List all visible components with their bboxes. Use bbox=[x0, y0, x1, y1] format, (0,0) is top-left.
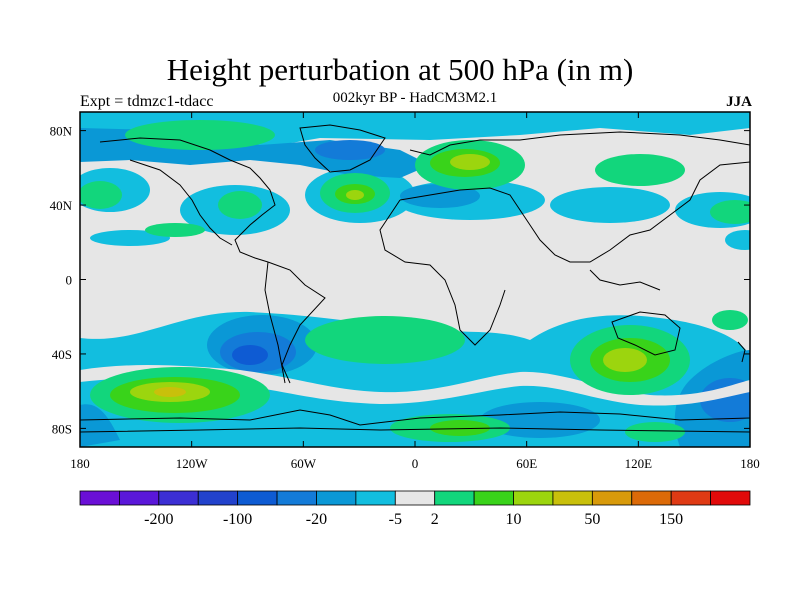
strongest-positive-regions bbox=[154, 387, 186, 397]
colorbar-box bbox=[119, 490, 160, 506]
colorbar-label: -20 bbox=[306, 511, 327, 528]
lon-tick-label: 0 bbox=[412, 456, 419, 471]
field-layer bbox=[80, 112, 750, 447]
colorbar-box bbox=[394, 490, 436, 506]
map-subtitle: 002kyr BP - HadCM3M2.1 bbox=[332, 90, 498, 106]
colorbar-box bbox=[631, 490, 672, 506]
colorbar-label: 50 bbox=[584, 511, 600, 528]
lon-tick-label: 60E bbox=[516, 456, 537, 471]
colorbar-box bbox=[513, 490, 554, 506]
lat-tick-label: 40N bbox=[50, 198, 73, 213]
lat-tick-label: 40S bbox=[52, 347, 72, 362]
colorbar-label: -200 bbox=[144, 511, 173, 528]
colorbar-box bbox=[434, 490, 475, 506]
colorbar-box bbox=[355, 490, 396, 506]
lon-tick-label: 180 bbox=[70, 456, 90, 471]
map-title: Height perturbation at 500 hPa (in m) bbox=[166, 52, 634, 87]
lon-tick-label: 120W bbox=[176, 456, 209, 471]
lat-tick-label: 80N bbox=[50, 124, 73, 139]
colorbar-box bbox=[79, 490, 120, 506]
lat-tick-label: 80S bbox=[52, 421, 72, 436]
colorbar-box bbox=[710, 490, 751, 506]
axis-ticks: 180 120W 60W 0 60E 120E 180 80N 40N 0 40S 80S bbox=[50, 112, 760, 471]
colorbar-label: 2 bbox=[431, 511, 439, 528]
colorbar-box bbox=[670, 490, 711, 506]
season-label: JJA bbox=[726, 94, 752, 110]
midlatitude-neutral-band bbox=[80, 365, 750, 406]
colorbar-box bbox=[197, 490, 239, 506]
colorbar-box bbox=[552, 490, 593, 506]
colorbar-label: 150 bbox=[659, 511, 683, 528]
coastlines bbox=[80, 124, 750, 433]
colorbar-box bbox=[237, 490, 278, 506]
lon-tick-label: 180 bbox=[740, 456, 760, 471]
strongest-negative-cores bbox=[232, 345, 268, 365]
lon-tick-label: 60W bbox=[291, 456, 317, 471]
colorbar: -200 -100 -20 -5 2 10 50 150 bbox=[79, 490, 751, 528]
colorbar-box bbox=[591, 490, 633, 506]
colorbar-box bbox=[473, 490, 514, 506]
colorbar-box bbox=[276, 490, 317, 506]
colorbar-label: 10 bbox=[506, 511, 522, 528]
colorbar-box bbox=[316, 490, 357, 506]
lon-tick-label: 120E bbox=[625, 456, 653, 471]
lat-tick-label: 0 bbox=[66, 273, 73, 288]
experiment-label: Expt = tdmzc1-tdacc bbox=[80, 93, 214, 110]
colorbar-label: -5 bbox=[389, 511, 402, 528]
colorbar-box bbox=[158, 490, 199, 506]
colorbar-label: -100 bbox=[223, 511, 252, 528]
